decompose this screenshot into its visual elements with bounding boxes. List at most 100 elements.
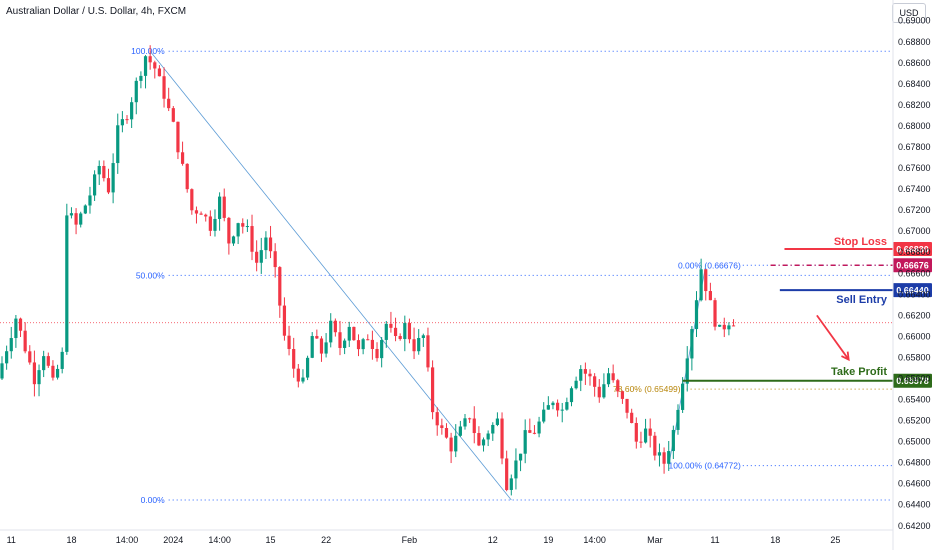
candle-body [727,325,731,330]
candle-body [301,377,305,382]
candle-body [588,373,592,377]
candle-body [486,433,490,440]
candle-body [551,402,555,406]
candle-body [292,349,296,369]
candle-body [5,351,9,364]
candles [0,45,736,496]
candle-body [449,437,453,452]
fib-level-label: 0.00% [141,495,166,505]
price-tick-label: 0.68600 [898,58,931,68]
candle-body [37,370,41,385]
candle-body [537,421,541,434]
candle-body [199,213,203,215]
candle-body [671,429,675,452]
candle-body [417,337,421,352]
candle-body [370,339,374,349]
candle-body [97,165,101,175]
candle-body [222,196,226,218]
candle-body [505,458,509,490]
candle-body [65,215,69,352]
candle-body [153,62,157,69]
candle-body [264,237,268,251]
candle-body [653,435,657,456]
candle-body [606,373,611,385]
candle-body [380,339,384,359]
candle-body [245,226,249,228]
fib-level-label: 100.00% [131,46,165,56]
candle-body [74,213,78,225]
price-tick-label: 0.66800 [898,247,931,257]
candle-body [634,422,638,442]
time-tick-label: 25 [830,535,840,545]
time-axis: 11 18 14:00 2024 14:00 15 22 Feb 12 19 14:00 Mar 11 1… [0,529,893,545]
take-profit-label: Take Profit [831,366,887,378]
candle-body [468,418,472,420]
candle-body [278,267,282,306]
candle-body [389,323,393,328]
candle-body [125,119,129,121]
candle-body [139,75,143,81]
price-tick-label: 0.67600 [898,163,931,173]
candle-body [667,451,671,464]
fib-level-label: 50.00% [136,270,165,280]
candle-body [134,80,138,103]
candle-body [463,418,467,427]
candle-body [324,342,328,354]
candle-body [542,409,546,422]
candle-body [690,329,694,359]
price-tick-label: 0.64600 [898,479,931,489]
candle-body [532,432,537,434]
price-tick-label: 0.68000 [898,121,931,131]
arrow-head [841,351,850,362]
candle-body [731,325,736,327]
candle-body [218,196,222,219]
candle-body [130,102,134,120]
candle-body [347,326,351,341]
candle-body [273,251,277,268]
candle-body [268,237,273,252]
candle-body [676,409,680,430]
candle-body [287,335,291,350]
price-tag [893,258,932,273]
candle-body [597,386,601,398]
candle-body [556,402,560,411]
candle-body [685,358,689,384]
candle-body [148,56,152,63]
candle-body [426,335,430,368]
candle-body [241,223,245,227]
price-tick-label: 0.65000 [898,437,931,447]
time-tick-label: 18 [66,535,76,545]
fib-level-label: 78.60% (0.65499) [613,384,681,394]
candle-body [569,388,574,403]
trade-annotations: Stop Loss 0.66830 0.66676 Sell Entry 0.66440… [682,236,932,388]
price-tag-label: 0.66676 [896,261,929,271]
candle-body [79,213,83,225]
candle-body [565,402,569,410]
candle-body [352,326,356,341]
candle-body [305,357,310,378]
candle-body [500,418,504,459]
candle-body [481,439,486,446]
candle-body [699,269,703,301]
candle-body [255,251,259,263]
candle-body [23,330,27,352]
candle-body [662,452,666,464]
candle-body [523,430,527,454]
candle-body [343,340,347,348]
candle-body [171,108,175,122]
candle-body [259,250,263,263]
candle-body [639,441,643,443]
time-tick-label: 14:00 [583,535,606,545]
candle-body [472,418,476,434]
time-tick-label: 15 [266,535,276,545]
candle-body [713,300,717,327]
candle-body [315,336,319,339]
candle-body [93,174,97,196]
price-tag-label: 0.66830 [896,244,929,254]
candle-body [444,428,449,438]
candle-body [412,339,416,352]
candle-body [204,214,208,217]
time-tick-label: 19 [543,535,553,545]
candle-body [366,339,370,341]
